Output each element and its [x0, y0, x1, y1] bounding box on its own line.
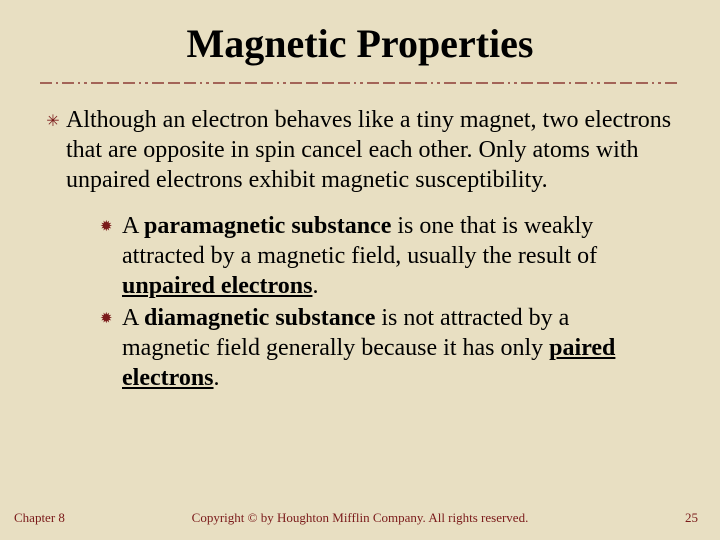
burst-icon: ✳ — [40, 105, 66, 131]
footer-page-number: 25 — [685, 510, 698, 526]
slide: Magnetic Properties ✳ Although an electr… — [0, 0, 720, 540]
footer-copyright: Copyright © by Houghton Mifflin Company.… — [192, 510, 529, 526]
sub-text-2: A diamagnetic substance is not attracted… — [122, 303, 680, 393]
main-text: Although an electron behaves like a tiny… — [66, 105, 680, 195]
sub-bullet-item: ✹ A diamagnetic substance is not attract… — [100, 303, 680, 393]
sub-bullet-item: ✹ A paramagnetic substance is one that i… — [100, 211, 680, 301]
footer: Chapter 8 Copyright © by Houghton Miffli… — [0, 510, 720, 526]
title-divider — [40, 81, 680, 87]
footer-chapter: Chapter 8 — [14, 510, 65, 526]
sub-list: ✹ A paramagnetic substance is one that i… — [100, 211, 680, 393]
star-icon: ✹ — [100, 211, 122, 236]
main-bullet-item: ✳ Although an electron behaves like a ti… — [40, 105, 680, 195]
star-icon: ✹ — [100, 303, 122, 328]
slide-title: Magnetic Properties — [40, 20, 680, 67]
sub-text-1: A paramagnetic substance is one that is … — [122, 211, 680, 301]
